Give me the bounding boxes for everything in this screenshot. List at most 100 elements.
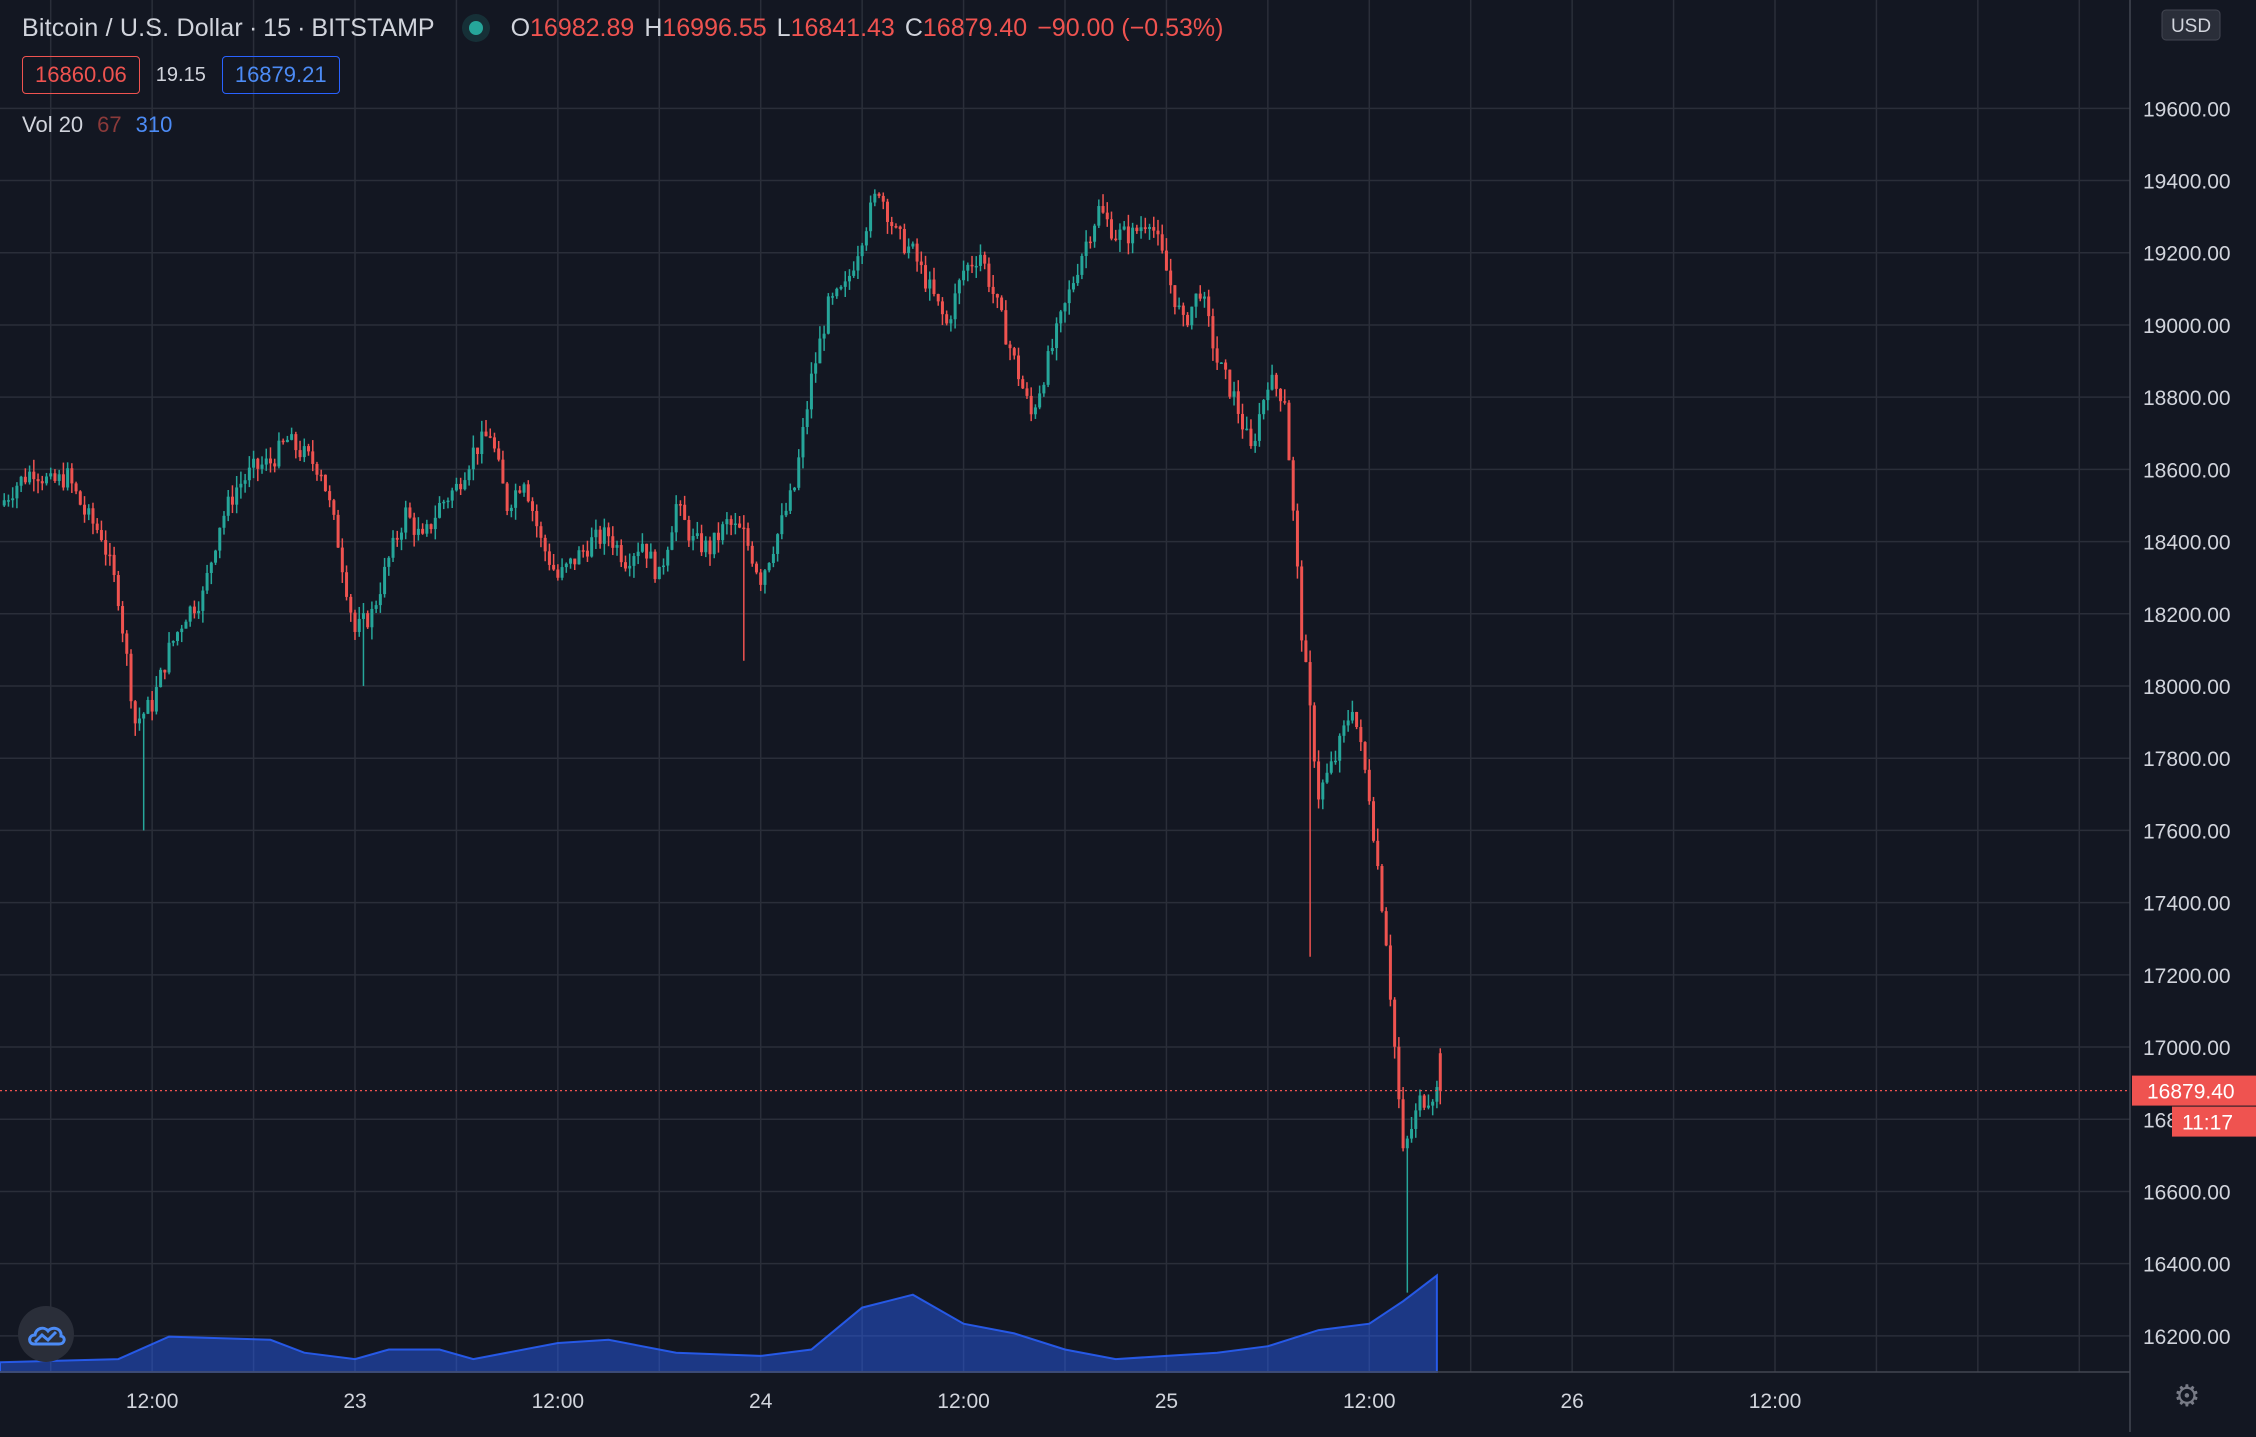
candle-body [683,504,687,520]
candle-body [6,500,10,502]
candle-body [374,605,378,609]
candle-body [1438,1053,1442,1091]
candle-body [1249,428,1253,447]
candle-body [1401,1099,1405,1149]
y-tick-label: 16400.00 [2143,1254,2231,1277]
candle-body [378,594,382,606]
trade-buttons: 16860.06 19.15 16879.21 [22,56,340,94]
candle-body [1190,306,1194,326]
x-tick-label: 12:00 [532,1390,585,1413]
open-label: O [510,13,531,42]
tradingview-cloud-icon[interactable] [18,1306,74,1362]
candle-body [729,519,733,525]
candle-body [218,527,222,551]
gear-icon[interactable]: ⚙ [2173,1380,2201,1413]
candle-body [898,226,902,229]
x-tick-label: 26 [1560,1390,1583,1413]
exchange: BITSTAMP [311,13,435,42]
candle-body [995,294,999,298]
candle-body [1148,227,1152,229]
candle-body [171,640,175,643]
candle-body [142,713,146,719]
x-tick-label: 25 [1155,1390,1178,1413]
candle-body [180,628,184,633]
candle-body [1164,250,1168,271]
candle-body [539,526,543,538]
candle-body [725,519,729,525]
y-tick-label: 16600.00 [2143,1181,2231,1204]
candle-body [370,608,374,628]
candle-body [881,195,885,202]
candle-body [302,446,306,458]
candle-body [1050,348,1054,352]
candle-body [556,569,560,578]
candle-body [662,565,666,568]
candle-body [552,564,556,570]
candle-body [1426,1105,1430,1108]
candle-body [1126,226,1130,244]
candle-body [759,572,763,585]
candle-body [628,565,632,569]
close-label: C [904,13,923,42]
candle-body [311,451,315,464]
candle-body [1435,1087,1439,1102]
candle-body [594,529,598,538]
candle-body [687,519,691,541]
candle-body [345,572,349,597]
candle-body [674,504,678,533]
candle-body [636,551,640,557]
candle-body [856,256,860,271]
candle-body [1380,866,1384,912]
candle-body [184,621,188,629]
candle-body [484,431,488,437]
volume-legend[interactable]: Vol 20 67 310 [22,112,172,138]
candle-body [226,496,230,516]
candle-body [222,515,226,528]
candle-body [1329,761,1333,773]
candle-body [1279,388,1283,402]
sell-button[interactable]: 16860.06 [22,56,140,94]
candle-body [1253,440,1257,447]
candle-body [877,193,881,196]
candle-body [433,517,437,530]
candle-body [1063,303,1067,312]
candle-body [776,534,780,554]
candle-body [716,532,720,541]
candle-body [670,532,674,550]
candle-body [750,545,754,564]
candle-body [197,610,201,614]
candle-body [298,450,302,458]
candle-body [133,701,137,724]
candle-body [15,485,19,499]
candle-body [619,545,623,563]
y-tick-label: 19600.00 [2143,98,2231,121]
candle-body [488,436,492,438]
y-tick-label: 18600.00 [2143,459,2231,482]
candle-body [780,515,784,535]
candle-body [657,566,661,580]
interval[interactable]: 15 [263,13,292,42]
candle-body [949,319,953,324]
candle-body [1000,297,1004,311]
candle-body [336,514,340,548]
candle-body [408,507,412,518]
candle-body [159,669,163,688]
candle-body [847,275,851,282]
candle-body [746,528,750,546]
candle-body [754,563,758,573]
candle-body [239,483,243,488]
candle-body [1055,323,1059,349]
candle-body [911,243,915,247]
candle-body [531,501,534,511]
buy-button[interactable]: 16879.21 [221,56,340,94]
candle-body [615,545,619,548]
candle-body [607,527,611,537]
candle-body [247,467,251,481]
candle-body [125,633,129,654]
candle-body [915,243,919,262]
candle-body [700,533,704,553]
symbol-name[interactable]: Bitcoin / U.S. Dollar [22,13,243,42]
candle-body [1359,727,1363,743]
